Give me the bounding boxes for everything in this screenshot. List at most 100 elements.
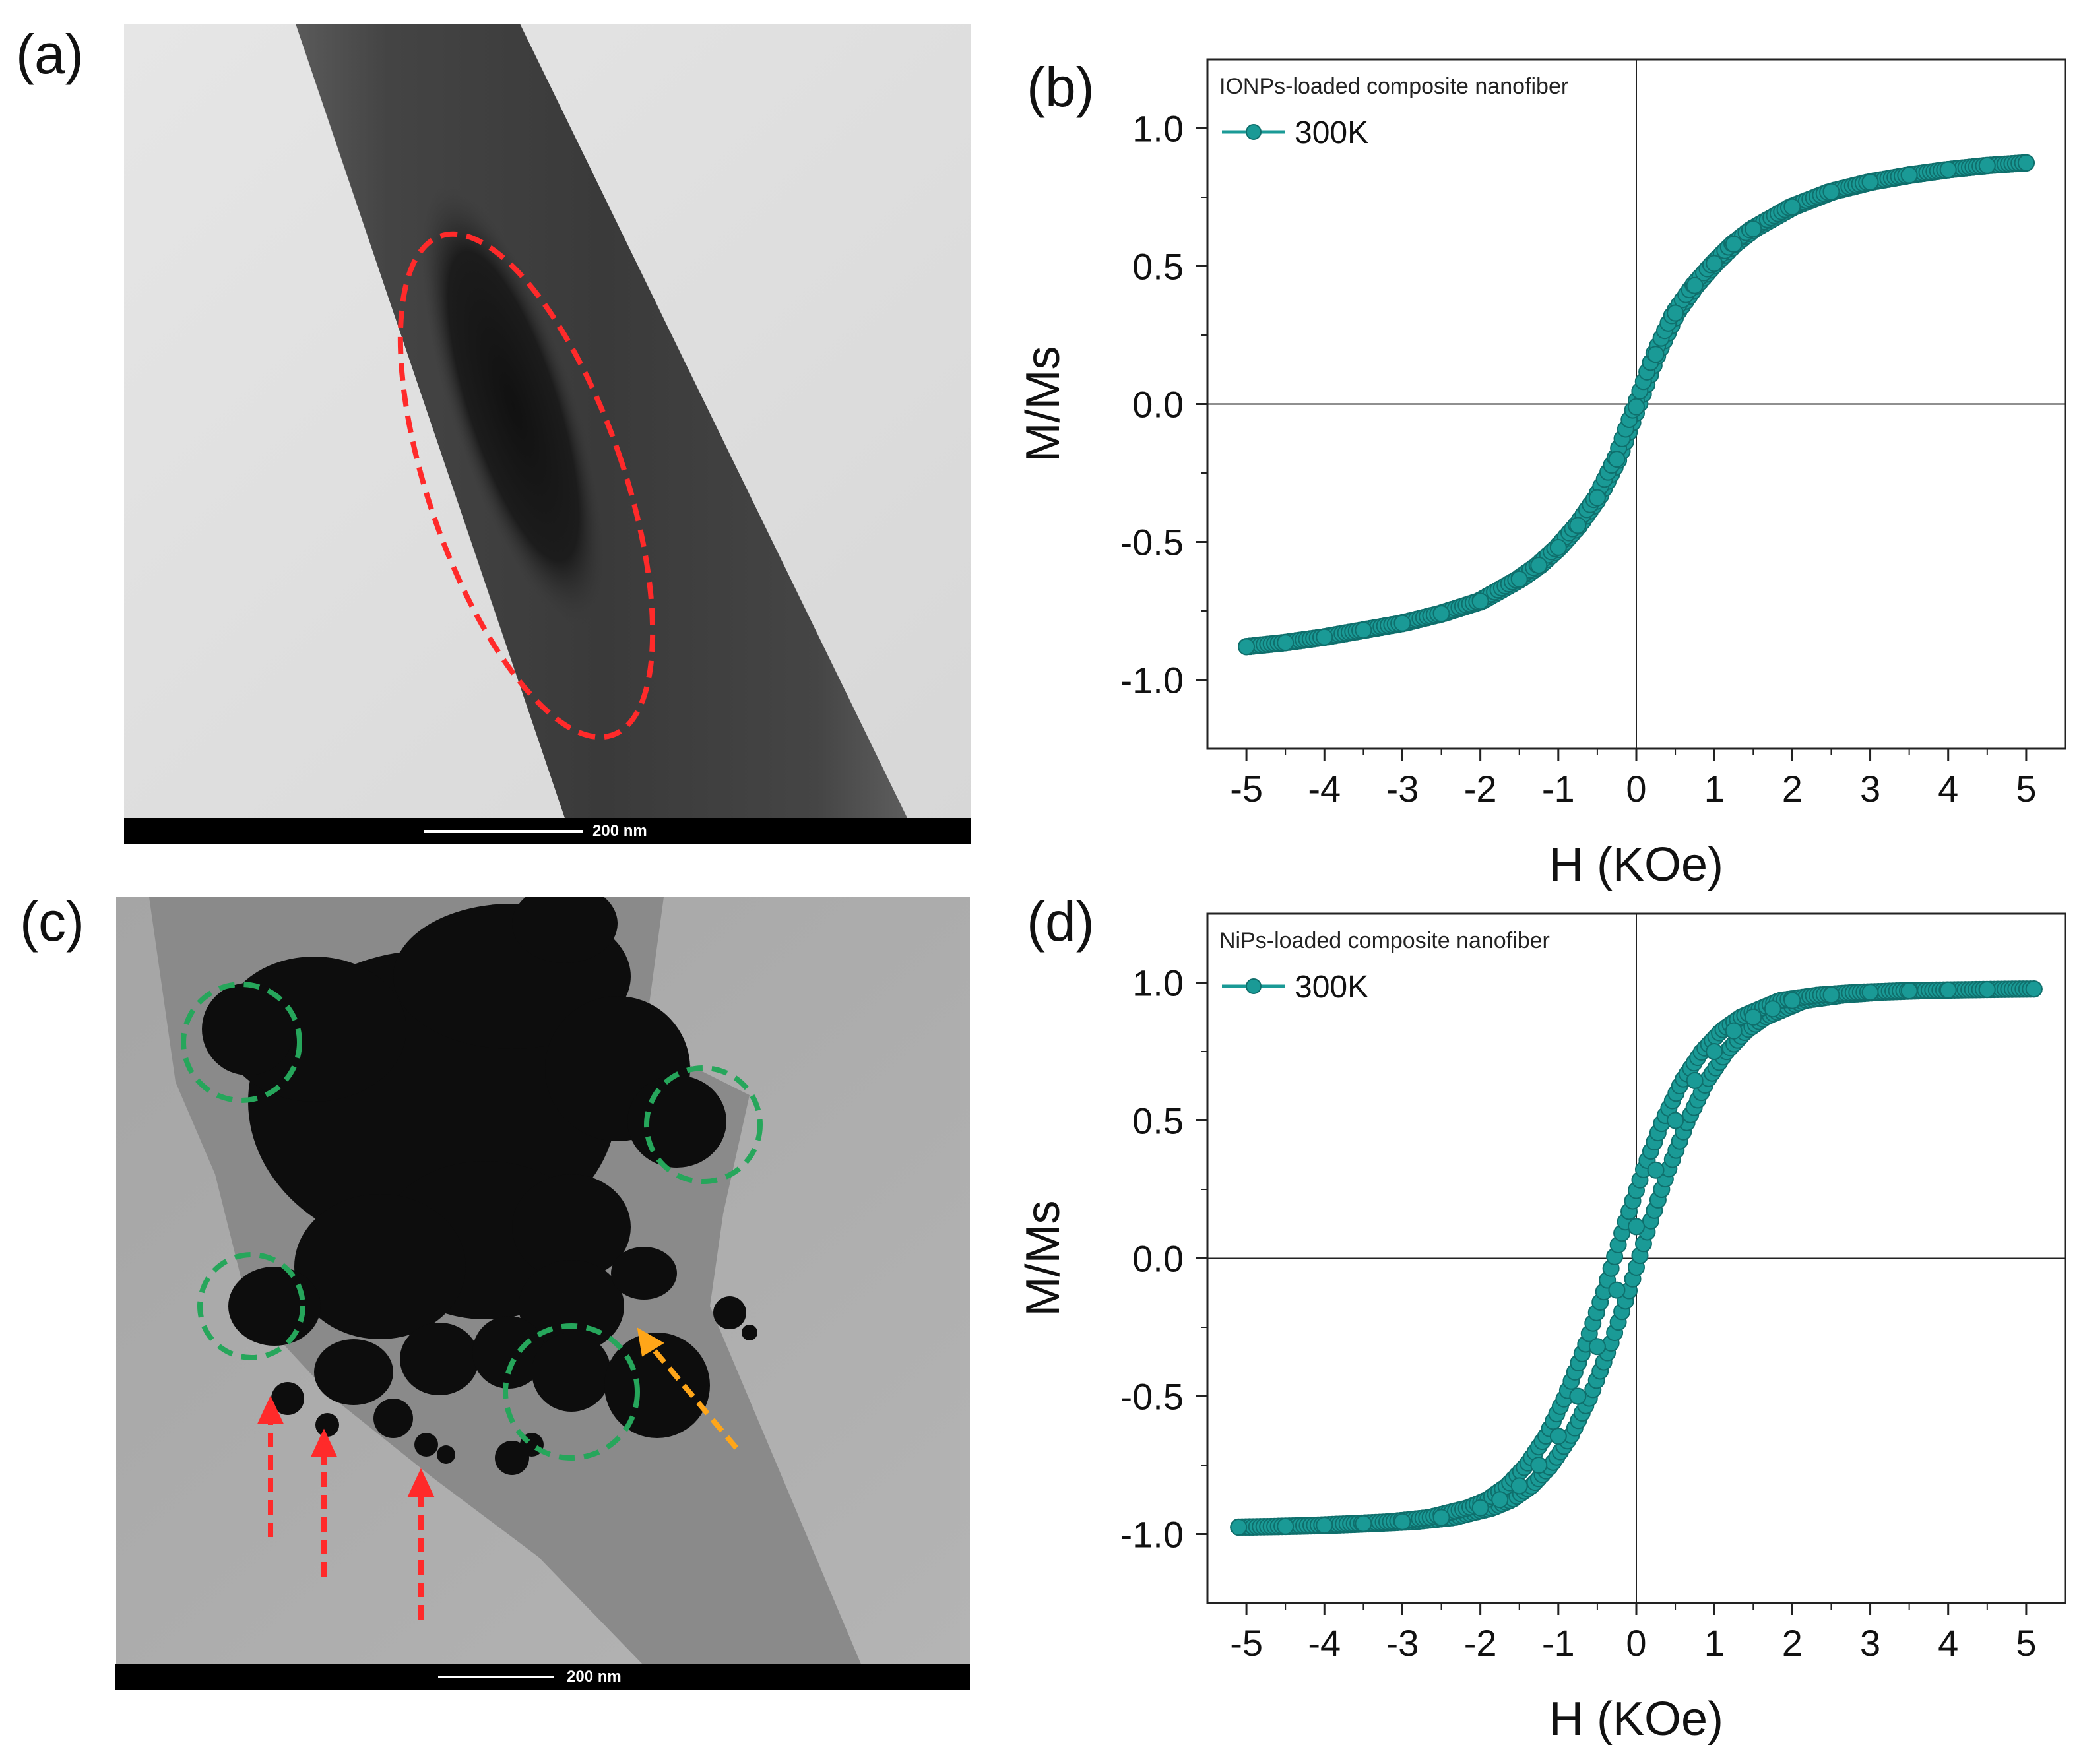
x-tick-label: -1	[1542, 1622, 1575, 1664]
data-point	[1783, 198, 1801, 216]
tem-micrograph-a	[124, 24, 971, 822]
data-point	[1686, 276, 1704, 294]
x-tick-label: 0	[1626, 768, 1646, 809]
x-tick-label: -2	[1464, 1622, 1497, 1664]
data-point	[1608, 451, 1626, 468]
data-point	[1725, 1022, 1743, 1040]
data-point	[1667, 1112, 1684, 1129]
data-point	[2017, 154, 2035, 172]
data-point	[1608, 1281, 1626, 1299]
data-point	[1510, 1477, 1528, 1495]
y-axis-label: M/Ms	[1017, 346, 1070, 462]
data-point	[1355, 621, 1372, 639]
data-point	[1238, 638, 1256, 656]
x-axis-label: H (KOe)	[1549, 1693, 1723, 1746]
tem-micrograph-c	[116, 897, 970, 1666]
series-300K	[1238, 154, 2035, 656]
data-point	[1745, 220, 1762, 238]
data-point	[1900, 982, 1918, 1000]
y-tick-label: 0.5	[1132, 246, 1184, 288]
y-tick-label: 0.0	[1132, 384, 1184, 425]
x-tick-label: -5	[1230, 768, 1263, 809]
x-tick-label: 1	[1704, 1622, 1725, 1664]
tem-image-c	[116, 897, 970, 1666]
y-tick-label: 0.0	[1132, 1238, 1184, 1280]
y-axis-label: M/Ms	[1017, 1201, 1070, 1317]
data-point	[1588, 1338, 1606, 1356]
data-point	[1628, 398, 1645, 416]
series-300K	[1230, 980, 2043, 1536]
data-point	[1316, 1517, 1333, 1534]
data-point	[1667, 304, 1684, 322]
scale-line-a	[424, 830, 583, 833]
y-tick-label: -0.5	[1120, 1376, 1184, 1418]
data-point	[1277, 634, 1295, 652]
x-tick-label: -2	[1464, 768, 1497, 809]
data-point	[1939, 161, 1957, 179]
data-point	[1588, 489, 1606, 507]
data-point	[1861, 984, 1879, 1001]
x-tick-label: 3	[1860, 768, 1880, 809]
data-point	[1530, 1457, 1548, 1474]
x-tick-label: 1	[1704, 768, 1725, 809]
data-point	[1393, 614, 1411, 632]
panel-label-b: (b)	[1027, 56, 1095, 118]
scalebar-strip-a: 200 nm	[124, 818, 971, 844]
data-point	[1939, 981, 1957, 999]
data-point	[1569, 1387, 1587, 1405]
x-tick-label: 5	[2016, 1622, 2036, 1664]
x-tick-label: -3	[1386, 1622, 1419, 1664]
legend-series-name: 300K	[1295, 970, 1368, 1005]
data-point	[1569, 517, 1587, 534]
data-point	[2025, 980, 2043, 998]
data-point	[1471, 1499, 1489, 1517]
x-tick-label: 2	[1782, 768, 1803, 809]
data-point	[1783, 992, 1801, 1009]
legend-marker	[1246, 124, 1262, 140]
legend-marker	[1246, 978, 1262, 994]
panel-label-a: (a)	[16, 23, 84, 85]
legend-title: NiPs-loaded composite nanofiber	[1219, 928, 1550, 953]
x-tick-label: 2	[1782, 1622, 1803, 1664]
data-point	[1316, 628, 1333, 646]
x-tick-label: 4	[1938, 1622, 1958, 1664]
y-tick-label: -0.5	[1120, 522, 1184, 563]
data-point	[1510, 570, 1528, 588]
scalebar-strip-c: 200 nm	[115, 1664, 970, 1690]
x-tick-label: 3	[1860, 1622, 1880, 1664]
data-point	[1491, 1491, 1509, 1509]
particle-cluster	[420, 185, 606, 627]
orange-arrow	[637, 1327, 739, 1450]
data-point	[1822, 183, 1840, 201]
data-point	[1725, 236, 1743, 253]
data-point	[1393, 1513, 1411, 1530]
data-point	[1628, 1218, 1645, 1236]
green-dashed-circles	[181, 982, 763, 1461]
x-axis-label: H (KOe)	[1549, 838, 1723, 891]
y-tick-label: 1.0	[1132, 962, 1184, 1004]
y-tick-label: 0.5	[1132, 1100, 1184, 1142]
x-tick-label: 0	[1626, 1622, 1646, 1664]
data-point	[1471, 592, 1489, 610]
x-tick-label: -4	[1308, 1622, 1341, 1664]
x-tick-label: -4	[1308, 768, 1341, 809]
data-point	[1822, 986, 1840, 1004]
data-point	[1549, 538, 1567, 556]
tem-image-a	[124, 24, 971, 822]
data-point	[1745, 1008, 1762, 1026]
legend-series-name: 300K	[1295, 115, 1368, 150]
nanoparticle-aggregate	[202, 897, 757, 1475]
data-point	[1706, 255, 1723, 272]
data-point	[1277, 1517, 1295, 1535]
x-tick-label: -3	[1386, 768, 1419, 809]
data-point	[1647, 1161, 1665, 1179]
data-point	[1861, 173, 1879, 191]
red-arrows	[257, 1395, 435, 1620]
hysteresis-chart-b: -5 -4 -3 -2 -1 0 1 2 3 4 5 -1.0 -0.5 0.0 0.5 1.0 H (KOe)…	[1017, 58, 2066, 891]
data-point	[1432, 605, 1450, 623]
data-point	[1706, 1043, 1723, 1060]
scale-line-c	[438, 1676, 554, 1678]
legend-title: IONPs-loaded composite nanofiber	[1219, 74, 1568, 99]
data-point	[1230, 1519, 1248, 1536]
data-point	[1432, 1509, 1450, 1527]
